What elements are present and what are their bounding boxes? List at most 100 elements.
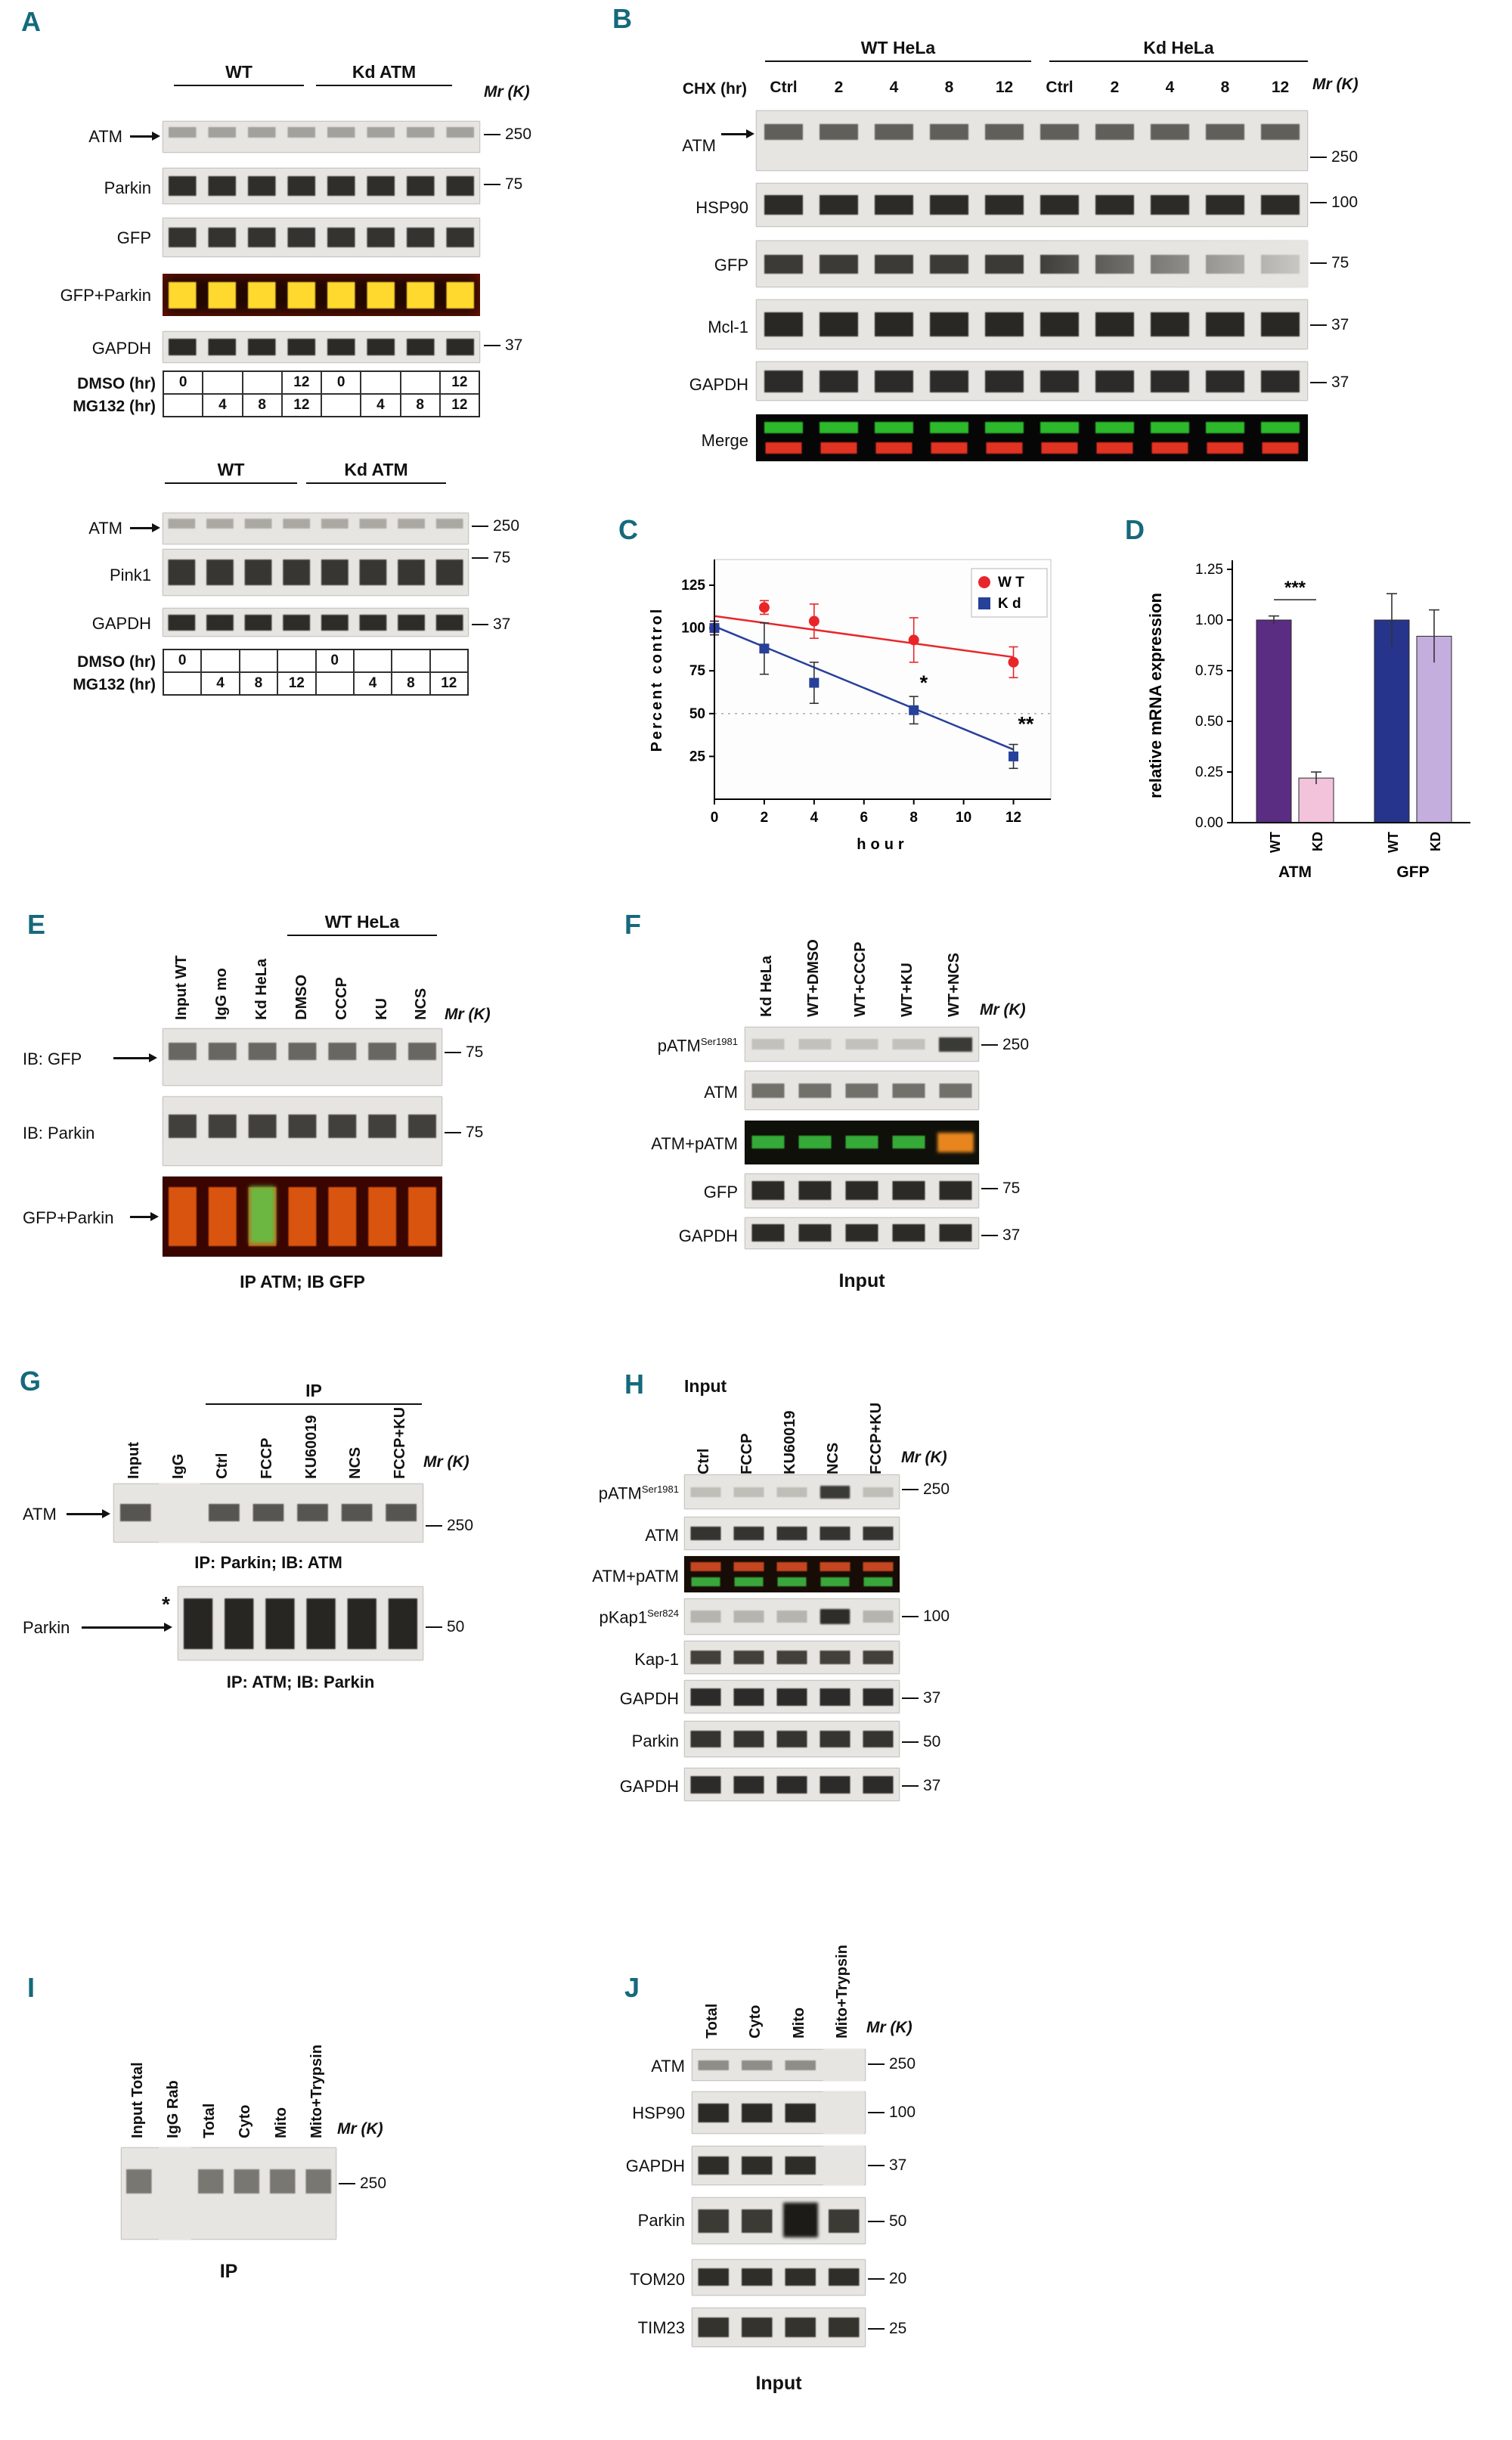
lane-label: 12: [995, 79, 1014, 96]
marker-75: 75: [484, 175, 522, 194]
table-cell: [321, 394, 361, 417]
table-cell: 4: [353, 672, 392, 695]
blot-atm: [163, 121, 480, 153]
row-label-atm: ATM: [645, 1526, 679, 1545]
row-label-merge: Merge: [701, 431, 748, 450]
bar-x-label: KD: [1310, 832, 1325, 851]
marker-37: 37: [1310, 374, 1349, 392]
lane-label: 8: [944, 79, 954, 96]
blot-patm: [745, 1027, 979, 1062]
lane-label: Input: [125, 1442, 142, 1479]
bar-x-label: WT: [1386, 832, 1401, 853]
marker-75: 75: [445, 1043, 483, 1062]
lane-label: Mito: [273, 2107, 290, 2138]
arrow-right-icon: [67, 1509, 110, 1518]
row-label-gapdh: GAPDH: [91, 339, 151, 358]
panel-a-label: A: [21, 6, 41, 37]
row-label-gfp: GFP: [714, 256, 748, 274]
blot-atm: [756, 110, 1308, 171]
table-cell: [242, 371, 282, 394]
row-label-pkap1: pKap1Ser824: [599, 1608, 679, 1627]
table-cell: [392, 650, 430, 672]
blot-ip-atm-ib-parkin: [178, 1586, 423, 1660]
blot-gapdh-2: [684, 1768, 900, 1801]
row-label-atm: ATM: [88, 127, 122, 146]
row-label-gapdh: GAPDH: [625, 2156, 685, 2175]
y-tick-label: 50: [689, 706, 705, 722]
x-tick-label: 4: [810, 810, 819, 826]
blot-gfp: [745, 1173, 979, 1208]
band-gap: [823, 2146, 865, 2185]
blot-ip-parkin-ib-atm: [113, 1484, 423, 1542]
arrow-right-icon: [113, 1053, 157, 1062]
blot-gapdh-3: [163, 608, 469, 637]
y-tick-label: 125: [681, 578, 705, 594]
y-tick-label: 1.25: [1195, 562, 1223, 578]
blot-gfp: [163, 218, 480, 257]
lane-label: Ctrl: [770, 79, 798, 96]
row-label-atm: ATM: [704, 1083, 738, 1102]
lane-label: Ctrl: [696, 1448, 712, 1474]
data-point: [908, 634, 919, 646]
data-point: [1009, 751, 1019, 761]
group-header-wt-hela: WT HeLa: [287, 912, 437, 936]
table-cell: [203, 371, 243, 394]
lane-label: Ctrl: [214, 1453, 231, 1479]
blot-atm: [745, 1071, 979, 1110]
y-tick-label: 75: [689, 663, 706, 679]
row-label-tim23: TIM23: [637, 2318, 685, 2337]
row-label-atm-2: ATM: [88, 519, 122, 538]
marker-250: 250: [981, 1036, 1029, 1054]
blot-gapdh: [756, 361, 1308, 401]
chx-label: CHX (hr): [682, 80, 747, 98]
y-tick-label: 25: [689, 749, 706, 764]
lane-label: 4: [889, 79, 899, 96]
row-label-atm: ATM: [682, 136, 716, 155]
band-highlight: [782, 2203, 818, 2238]
lane-label: CCCP: [333, 977, 350, 1020]
lane-label: FCCP: [739, 1433, 755, 1474]
x-tick-label: 6: [860, 810, 868, 826]
y-axis-label: Percent control: [649, 607, 665, 752]
x-tick-label: 10: [956, 810, 971, 826]
lane-label: 8: [1220, 79, 1230, 96]
marker-25: 25: [868, 2320, 906, 2338]
panel-b-label: B: [612, 3, 632, 34]
lane-label: 2: [1110, 79, 1120, 96]
table-cell: [201, 650, 240, 672]
marker-20: 20: [868, 2270, 906, 2288]
lane-label: NCS: [825, 1442, 841, 1474]
table-cell: 0: [163, 371, 203, 394]
marker-100: 100: [868, 2104, 916, 2122]
table-cell: 12: [281, 394, 321, 417]
blot-atm-2: [163, 513, 469, 544]
table-cell: 12: [281, 371, 321, 394]
row-label-hsp90: HSP90: [632, 2104, 685, 2122]
blot-parkin: [684, 1721, 900, 1757]
table-cell: [400, 371, 440, 394]
table-cell: 8: [239, 672, 278, 695]
marker-75: 75: [981, 1180, 1020, 1198]
table-cell: [315, 672, 354, 695]
band-highlight: [939, 1037, 972, 1053]
lane-label: FCCP+KU: [392, 1406, 408, 1479]
row-label-pink1: Pink1: [109, 566, 151, 584]
table-cell: 0: [315, 650, 354, 672]
x-tick-label: 8: [909, 810, 918, 826]
arrow-right-icon: [130, 1212, 159, 1220]
y-tick-label: 0.50: [1195, 714, 1223, 730]
marker-37: 37: [902, 1777, 940, 1795]
mr-label-h: Mr (K): [901, 1449, 947, 1466]
row-label-atm: ATM: [23, 1505, 57, 1524]
band-gap: [823, 2091, 865, 2134]
row-label-parkin: Parkin: [631, 1732, 679, 1750]
row-label-gapdh-2: GAPDH: [619, 1777, 679, 1796]
band-gap: [159, 1484, 201, 1542]
group-header-kd-hela: Kd HeLa: [1049, 38, 1308, 62]
lane-label: KU60019: [303, 1415, 320, 1479]
lane-label: WT+DMSO: [805, 939, 822, 1017]
lane-label: Input Total: [129, 2062, 146, 2138]
table-cell: 8: [400, 394, 440, 417]
blot-ib-parkin: [163, 1096, 442, 1166]
table-cell: [163, 394, 203, 417]
